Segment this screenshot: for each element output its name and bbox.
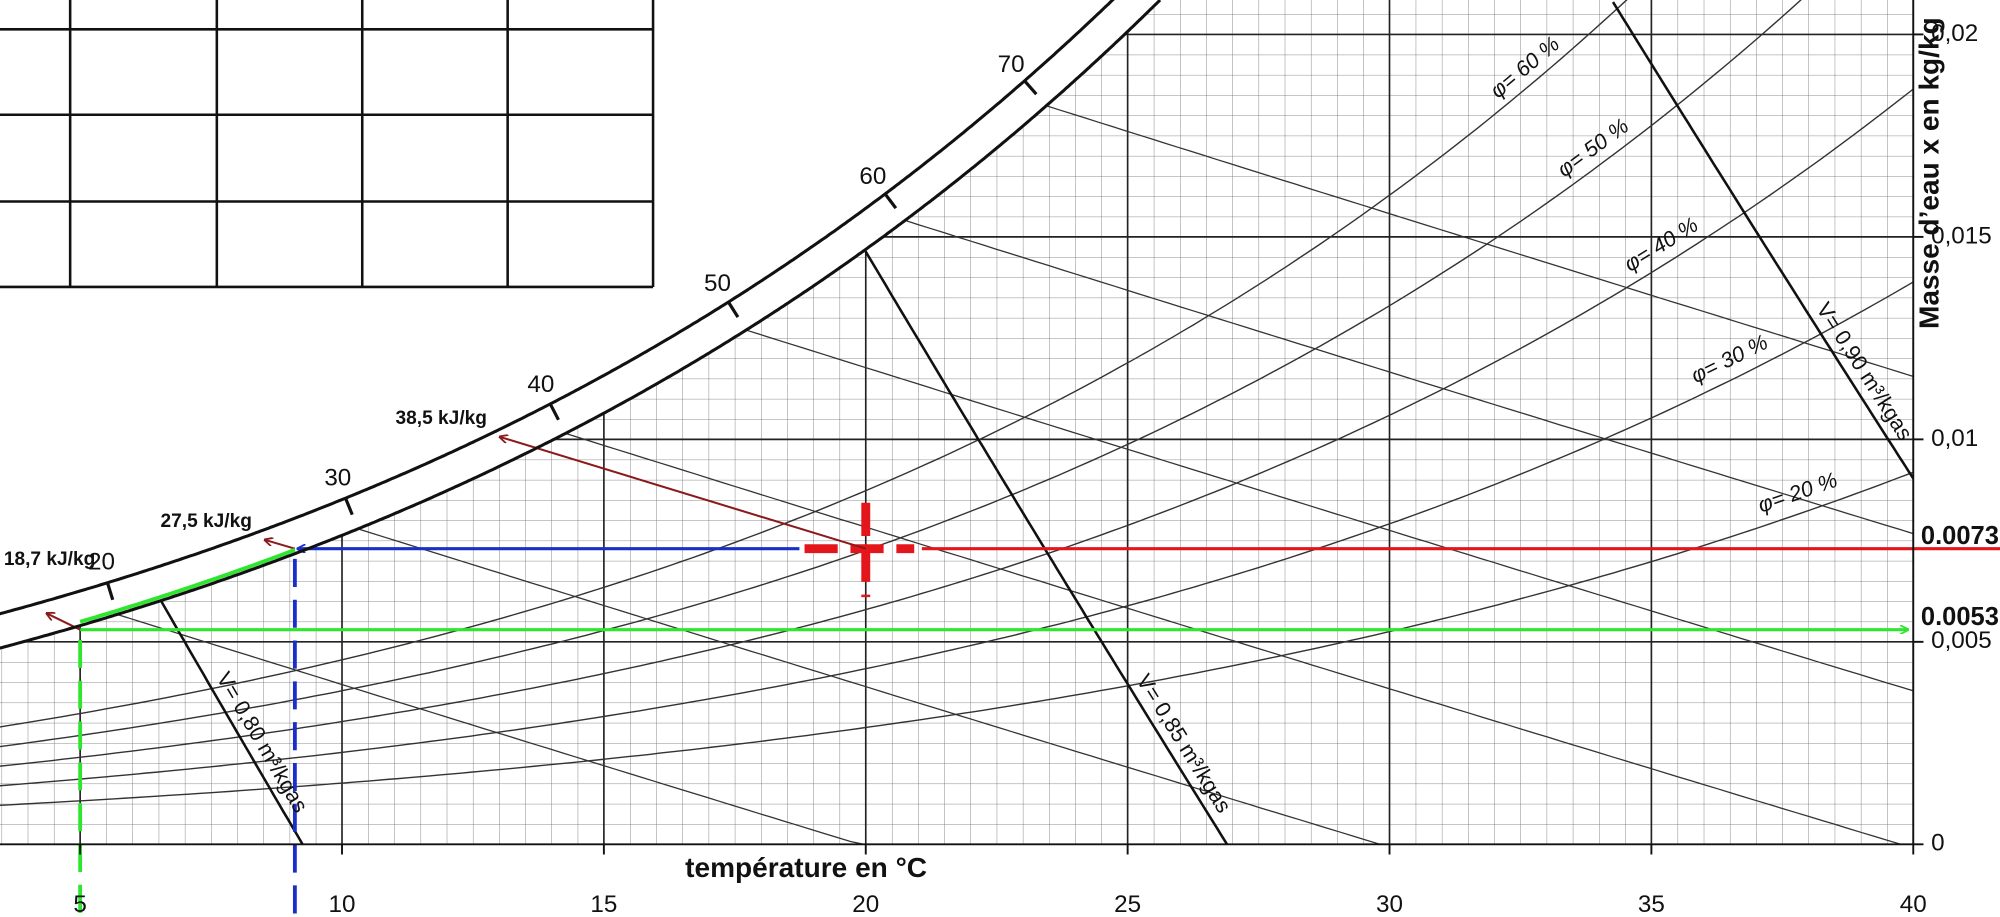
y-tick-label: 0,015 bbox=[1931, 222, 1992, 249]
y-tick-label: 0,02 bbox=[1931, 20, 1978, 47]
saturation-curve bbox=[0, 0, 1162, 650]
enthalpy-tick bbox=[548, 403, 560, 421]
enthalpy-value-label: 38,5 kJ/kg bbox=[396, 408, 487, 429]
enthalpy-line bbox=[565, 432, 1902, 845]
x-tick-label: 30 bbox=[1376, 891, 1403, 917]
annotations: 0.0073 38,5 kJ/kg 27,5 kJ/kg 0.0053 18,7 kJ/… bbox=[4, 408, 2000, 917]
saturation-path bbox=[79, 548, 296, 624]
y-tick-label: 0 bbox=[1931, 830, 1944, 857]
y-axis-label: Masse d’eau x en kg/kg bbox=[1914, 17, 1945, 329]
enthalpy-arrow bbox=[500, 437, 867, 550]
enthalpy-tick-label: 50 bbox=[704, 270, 731, 297]
enthalpy-scale-curve bbox=[0, 0, 1115, 616]
x-tick-label: 40 bbox=[1900, 891, 1927, 917]
enthalpy-value-label: 18,7 kJ/kg bbox=[4, 549, 95, 570]
x-tick-label: 10 bbox=[329, 891, 356, 917]
x-tick-label: 35 bbox=[1638, 891, 1665, 917]
x-tick-label: 25 bbox=[1114, 891, 1141, 917]
rh-curve bbox=[0, 0, 1914, 754]
rh-curve bbox=[0, 254, 1914, 791]
y-tick-label: 0,01 bbox=[1931, 425, 1978, 452]
enthalpy-line bbox=[117, 613, 864, 845]
enthalpy-tick bbox=[883, 192, 898, 210]
rh-curve bbox=[0, 0, 1914, 736]
enthalpy-tick bbox=[727, 301, 740, 318]
enthalpy-tick bbox=[344, 497, 354, 516]
humidity-value-label: 0.0073 bbox=[1921, 522, 1999, 550]
enthalpy-tick-label: 40 bbox=[527, 371, 554, 398]
enthalpy-value-label: 27,5 kJ/kg bbox=[161, 511, 252, 532]
enthalpy-tick bbox=[1023, 79, 1038, 96]
y-tick-label: 0,005 bbox=[1931, 627, 1992, 654]
enthalpy-line bbox=[904, 219, 1914, 535]
x-tick-label: 5 bbox=[73, 891, 86, 917]
x-tick-label: 15 bbox=[590, 891, 617, 917]
humidity-value-label: 0.0053 bbox=[1921, 603, 1999, 631]
enthalpy-tick bbox=[105, 582, 115, 601]
enthalpy-tick-label: 20 bbox=[88, 549, 115, 576]
rh-curve bbox=[0, 51, 1914, 773]
enthalpy-tick-label: 30 bbox=[324, 465, 351, 492]
x-tick-label: 20 bbox=[852, 891, 879, 917]
enthalpy-line bbox=[357, 528, 1393, 845]
empty-table-grid bbox=[0, 0, 655, 289]
enthalpy-line bbox=[1046, 105, 1914, 381]
enthalpy-tick-label: 70 bbox=[998, 51, 1025, 78]
enthalpy-line bbox=[745, 329, 1914, 695]
rh-curve bbox=[0, 453, 1914, 809]
enthalpy-arrow bbox=[265, 540, 296, 550]
volume-line bbox=[1611, 1, 1914, 845]
x-axis-label: température en °C bbox=[685, 852, 927, 883]
enthalpy-tick-label: 60 bbox=[859, 163, 886, 190]
